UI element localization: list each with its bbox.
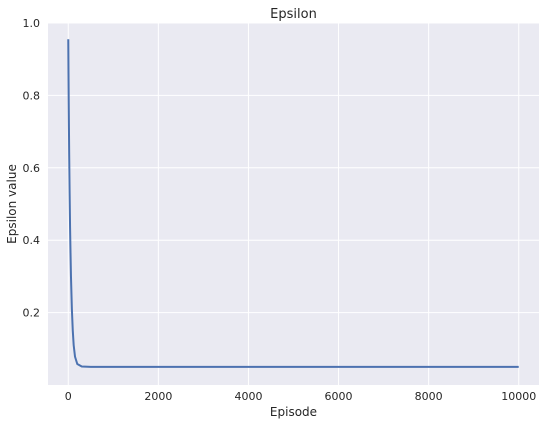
y-tick-label: 1.0 [23, 17, 41, 30]
y-tick-label: 0.4 [23, 234, 41, 247]
x-tick-label: 10000 [501, 390, 536, 403]
x-axis-label: Episode [270, 405, 317, 419]
x-ticks: 0 2000 4000 6000 8000 10000 [65, 390, 536, 403]
chart-title: Epsilon [270, 7, 317, 22]
y-ticks: 0.2 0.4 0.6 0.8 1.0 [23, 17, 41, 320]
y-tick-label: 0.8 [23, 89, 41, 102]
plot-background [48, 23, 539, 385]
y-axis-label: Epsilon value [5, 164, 19, 244]
x-tick-label: 4000 [234, 390, 262, 403]
grid [48, 22, 539, 385]
series-layer [67, 39, 519, 368]
x-tick-label: 8000 [415, 390, 443, 403]
x-tick-label: 6000 [325, 390, 353, 403]
series-line [67, 39, 519, 368]
x-tick-label: 0 [65, 390, 72, 403]
x-tick-label: 2000 [144, 390, 172, 403]
y-tick-label: 0.2 [23, 307, 41, 320]
y-tick-label: 0.6 [23, 162, 41, 175]
